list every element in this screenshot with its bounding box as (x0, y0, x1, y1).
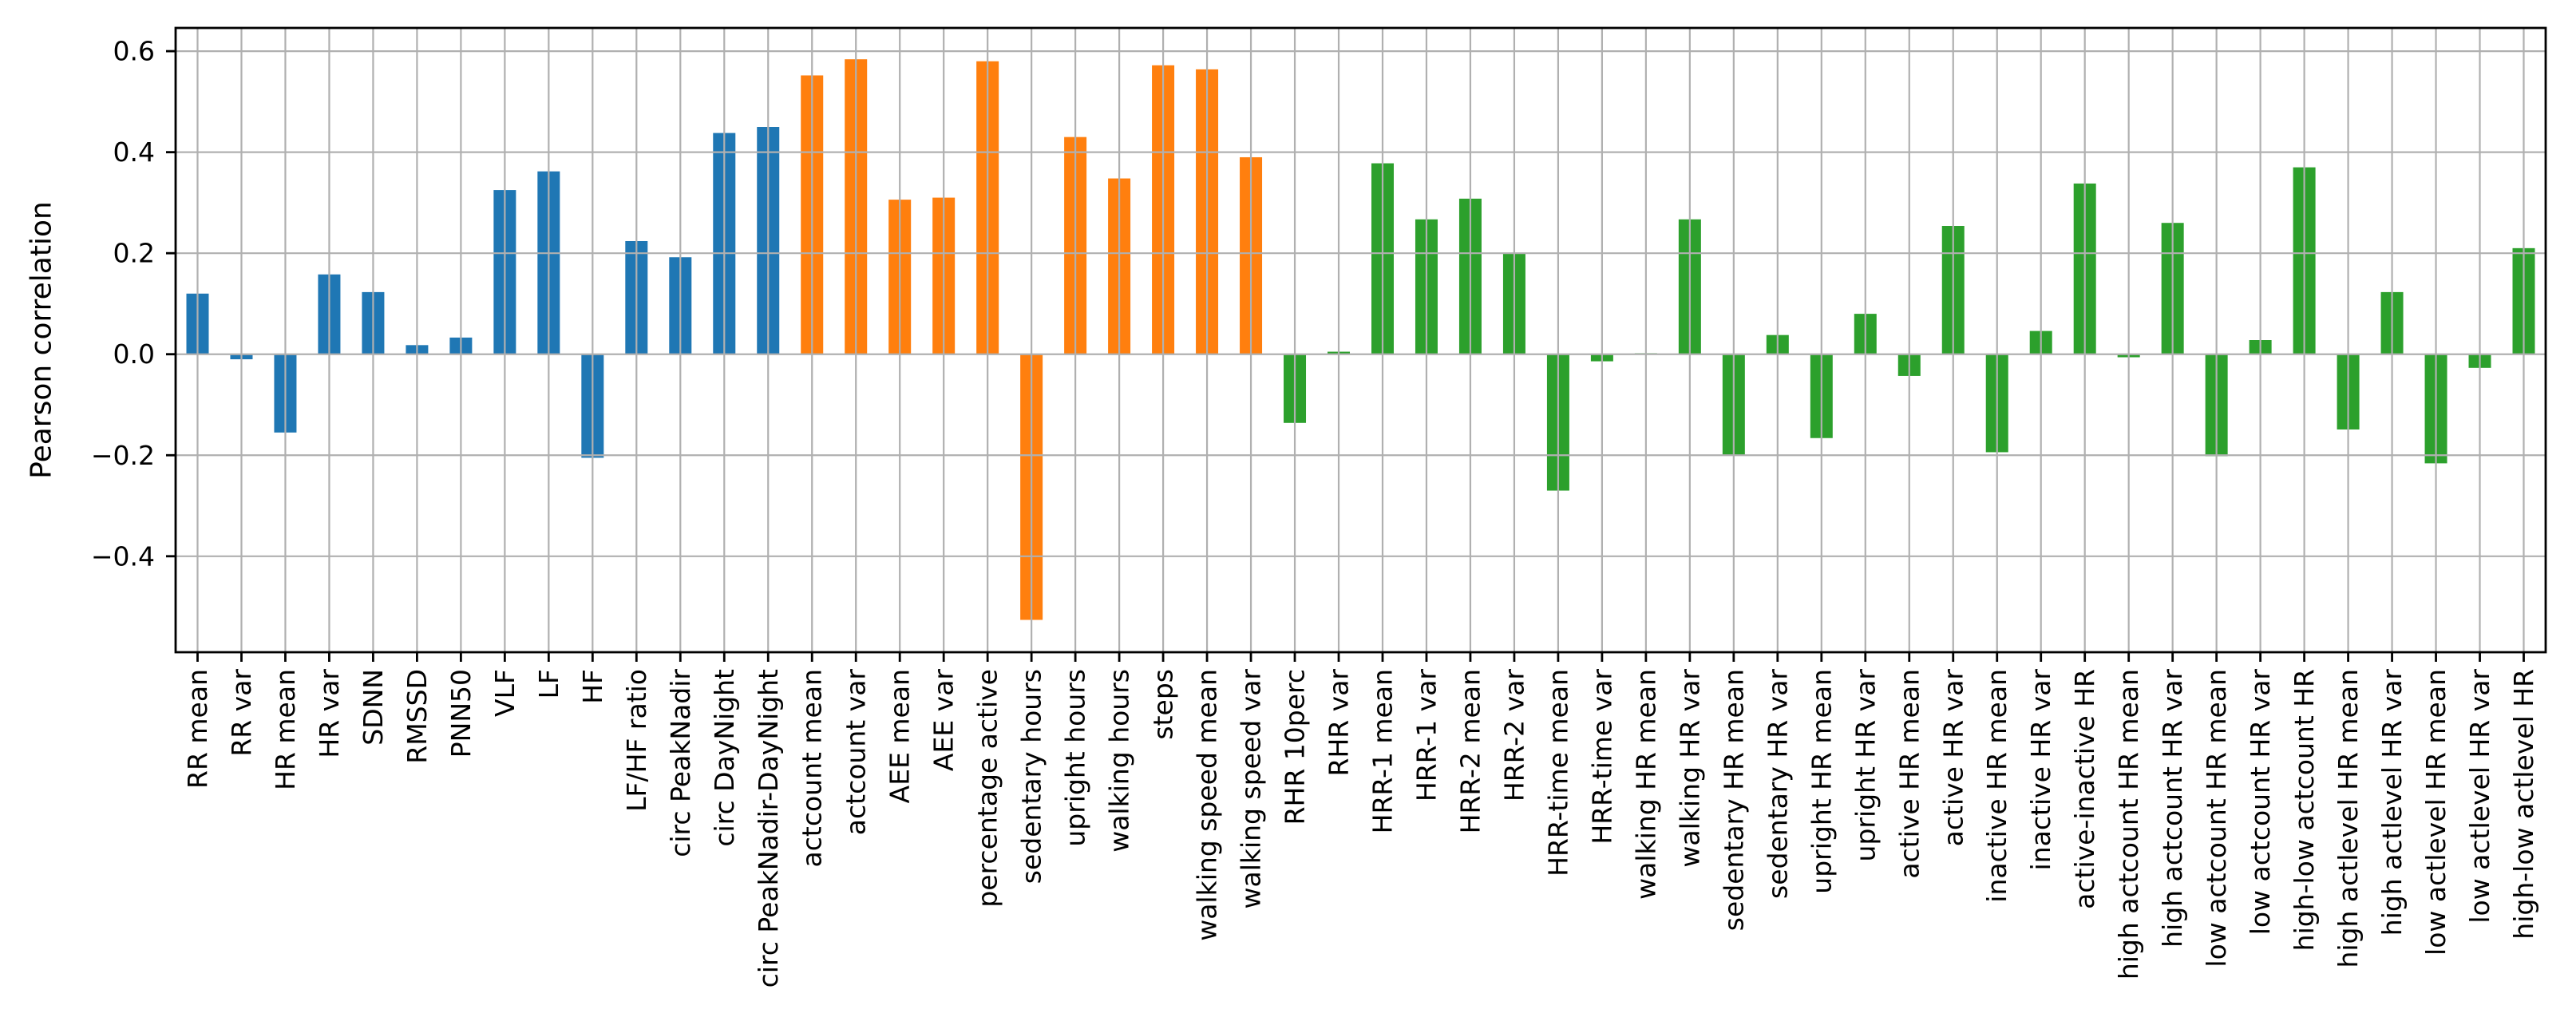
x-tick-label-high actlevel HR mean: high actlevel HR mean (2333, 669, 2364, 968)
y-tick-label: −0.2 (91, 440, 155, 471)
x-tick-label-RHR var: RHR var (1324, 669, 1355, 777)
x-tick-label-HRR-1 mean: HRR-1 mean (1367, 669, 1398, 833)
x-tick-label-sedentary HR var: sedentary HR var (1762, 669, 1793, 899)
x-tick-label-AEE var: AEE var (928, 669, 960, 772)
x-tick-label-active-inactive HR: active-inactive HR (2069, 669, 2100, 909)
x-tick-label-low actcount HR mean: low actcount HR mean (2201, 669, 2232, 968)
x-tick-label-high-low actcount HR: high-low actcount HR (2289, 669, 2320, 951)
x-tick-label-HRR-1 var: HRR-1 var (1411, 669, 1442, 801)
x-tick-label-HRR-2 var: HRR-2 var (1498, 669, 1529, 801)
plot-border (174, 26, 2547, 654)
x-tick-label-walking HR var: walking HR var (1674, 669, 1705, 868)
x-tick-label-LF: LF (533, 669, 564, 699)
y-tick-label: 0.0 (113, 338, 155, 370)
x-tick-label-high actlevel HR var: high actlevel HR var (2376, 669, 2408, 936)
x-tick-label-high actcount HR var: high actcount HR var (2157, 669, 2188, 948)
x-tick-label-RR var: RR var (226, 669, 257, 757)
x-tick-label-inactive HR var: inactive HR var (2025, 669, 2056, 871)
x-tick-label-low actlevel HR var: low actlevel HR var (2464, 669, 2495, 924)
x-tick-label-high actcount HR mean: high actcount HR mean (2113, 669, 2144, 980)
y-tick-label: −0.4 (91, 540, 155, 572)
x-tick-label-actcount var: actcount var (841, 669, 872, 836)
x-tick-label-RHR 10perc: RHR 10perc (1280, 669, 1311, 825)
x-tick-label-LF/HF ratio: LF/HF ratio (621, 669, 652, 812)
y-tick-label: 0.4 (113, 137, 155, 168)
x-tick-label-HR mean: HR mean (270, 669, 301, 790)
x-tick-label-HR var: HR var (314, 669, 345, 758)
x-tick-label-active HR mean: active HR mean (1893, 669, 1925, 879)
labels-layer: 0.6 0.4 0.2 0.0 −0.2 −0.4 RR mean RR var HR mean… (91, 36, 2539, 988)
x-tick-label-circ PeakNadir-DayNight: circ PeakNadir-DayNight (753, 669, 784, 987)
x-tick-label-HRR-time mean: HRR-time mean (1542, 669, 1573, 877)
x-tick-label-circ DayNight: circ DayNight (709, 669, 740, 847)
x-tick-label-inactive HR mean: inactive HR mean (1981, 669, 2012, 903)
x-tick-label-upright HR mean: upright HR mean (1806, 669, 1837, 894)
x-tick-label-low actcount HR var: low actcount HR var (2245, 669, 2276, 936)
bars-layer (186, 59, 2535, 620)
x-tick-label-HRR-2 mean: HRR-2 mean (1454, 669, 1486, 833)
x-tick-label-high-low actlevel HR: high-low actlevel HR (2508, 669, 2539, 940)
x-tick-label-circ PeakNadir: circ PeakNadir (665, 669, 696, 857)
x-tick-label-percentage active: percentage active (972, 669, 1003, 908)
x-tick-label-sedentary HR mean: sedentary HR mean (1718, 669, 1749, 931)
x-tick-label-SDNN: SDNN (358, 669, 389, 746)
x-tick-label-walking speed mean: walking speed mean (1192, 669, 1223, 941)
x-tick-label-walking HR mean: walking HR mean (1630, 669, 1661, 900)
axes-layer (166, 26, 2547, 662)
grid-layer (176, 28, 2546, 652)
x-tick-label-actcount mean: actcount mean (797, 669, 828, 867)
x-tick-label-HRR-time var: HRR-time var (1586, 669, 1617, 845)
y-axis-label: Pearson correlation (26, 201, 58, 479)
x-tick-label-VLF: VLF (489, 669, 520, 717)
x-tick-label-active HR var: active HR var (1937, 669, 1969, 847)
y-tick-label: 0.2 (113, 238, 155, 269)
x-tick-label-HF: HF (577, 669, 608, 704)
x-tick-label-upright hours: upright hours (1060, 669, 1091, 847)
x-tick-label-low actlevel HR mean: low actlevel HR mean (2420, 669, 2451, 956)
x-tick-label-steps: steps (1148, 669, 1179, 740)
x-tick-label-walking hours: walking hours (1104, 669, 1135, 853)
x-tick-label-PNN50: PNN50 (445, 669, 477, 758)
x-tick-label-RR mean: RR mean (182, 669, 213, 789)
x-tick-label-sedentary hours: sedentary hours (1016, 669, 1047, 884)
x-tick-label-AEE mean: AEE mean (884, 669, 916, 803)
x-tick-label-walking speed var: walking speed var (1236, 669, 1267, 909)
x-tick-label-upright HR var: upright HR var (1850, 669, 1881, 862)
x-tick-label-RMSSD: RMSSD (402, 669, 433, 764)
y-tick-label: 0.6 (113, 36, 155, 67)
